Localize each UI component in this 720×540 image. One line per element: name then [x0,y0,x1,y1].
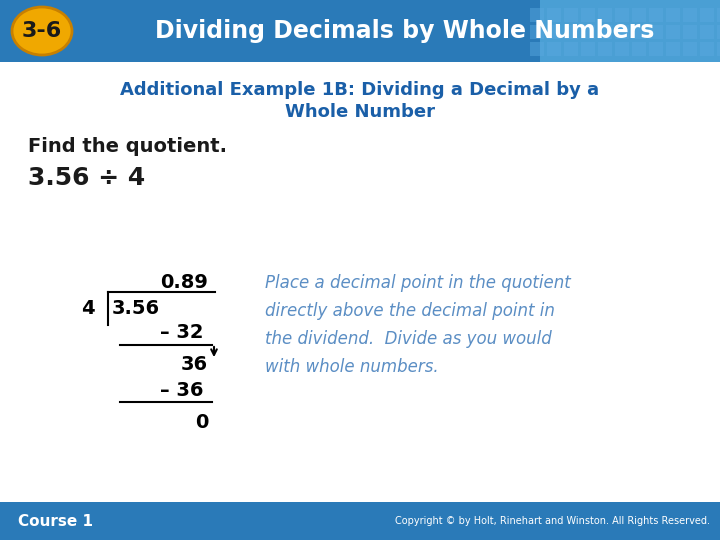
Bar [547,42,561,56]
Bar [700,42,714,56]
Text: Find the quotient.: Find the quotient. [28,138,227,157]
Bar [564,8,578,22]
Bar [700,25,714,39]
Bar [717,25,720,39]
Bar [581,25,595,39]
Text: – 32: – 32 [161,323,204,342]
Bar [632,8,646,22]
Text: Course 1: Course 1 [18,514,93,529]
Bar [666,42,680,56]
Text: Dividing Decimals by Whole Numbers: Dividing Decimals by Whole Numbers [156,19,654,43]
Bar [530,25,544,39]
Bar [615,8,629,22]
Bar [0,0,540,62]
Text: 0: 0 [194,414,208,433]
Bar [717,8,720,22]
Bar [547,8,561,22]
Text: 36: 36 [181,355,208,375]
Bar [581,42,595,56]
Bar [683,42,697,56]
Bar [666,8,680,22]
Bar [615,25,629,39]
Bar [530,8,544,22]
Text: – 36: – 36 [161,381,204,400]
Bar [530,42,544,56]
Bar [632,25,646,39]
Bar [0,62,720,502]
Text: 3-6: 3-6 [22,21,62,41]
Bar [615,42,629,56]
Bar [598,8,612,22]
Bar [666,25,680,39]
Bar [564,42,578,56]
Bar [581,8,595,22]
Bar [547,25,561,39]
Text: 4: 4 [81,299,95,318]
Bar [683,8,697,22]
Bar [649,25,663,39]
Bar [0,502,720,540]
Bar [700,8,714,22]
Text: Whole Number: Whole Number [285,103,435,121]
Bar [598,25,612,39]
Text: Additional Example 1B: Dividing a Decimal by a: Additional Example 1B: Dividing a Decima… [120,81,600,99]
Text: 3.56 ÷ 4: 3.56 ÷ 4 [28,166,145,190]
Bar [632,42,646,56]
Text: 0.89: 0.89 [160,273,208,293]
Text: Place a decimal point in the quotient
directly above the decimal point in
the di: Place a decimal point in the quotient di… [265,274,571,376]
Bar [598,42,612,56]
Text: 3.56: 3.56 [112,299,160,318]
Bar [683,25,697,39]
Text: Copyright © by Holt, Rinehart and Winston. All Rights Reserved.: Copyright © by Holt, Rinehart and Winsto… [395,516,710,526]
Bar [717,42,720,56]
Ellipse shape [12,7,72,55]
Bar [649,42,663,56]
Bar [564,25,578,39]
Bar [540,0,720,62]
Bar [649,8,663,22]
